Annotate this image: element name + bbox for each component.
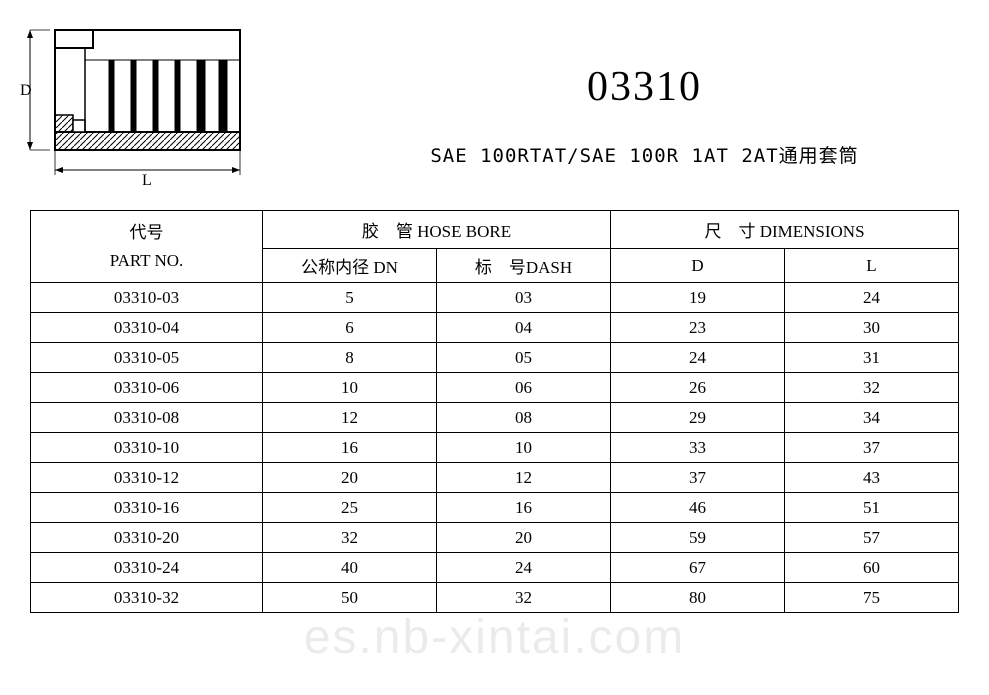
cell-d: 29 [611, 403, 785, 433]
col-l: L [785, 249, 959, 283]
cell-dn: 5 [263, 283, 437, 313]
cell-l: 57 [785, 523, 959, 553]
table-row: 03310-035031924 [31, 283, 959, 313]
table-row: 03310-046042330 [31, 313, 959, 343]
cell-dn: 40 [263, 553, 437, 583]
cell-l: 37 [785, 433, 959, 463]
cell-dash: 32 [437, 583, 611, 613]
cell-dn: 20 [263, 463, 437, 493]
engineering-diagram: D [0, 0, 300, 210]
cell-dash: 06 [437, 373, 611, 403]
cell-d: 26 [611, 373, 785, 403]
table-row: 03310-1220123743 [31, 463, 959, 493]
cell-dn: 6 [263, 313, 437, 343]
cell-dn: 50 [263, 583, 437, 613]
cell-l: 34 [785, 403, 959, 433]
cell-l: 32 [785, 373, 959, 403]
table-row: 03310-3250328075 [31, 583, 959, 613]
cell-dn: 25 [263, 493, 437, 523]
cell-l: 60 [785, 553, 959, 583]
table-row: 03310-1625164651 [31, 493, 959, 523]
cell-dn: 10 [263, 373, 437, 403]
cell-dn: 8 [263, 343, 437, 373]
dim-d-label: D [20, 82, 32, 99]
cell-d: 19 [611, 283, 785, 313]
cell-part: 03310-08 [31, 403, 263, 433]
col-hose-bore: 胶 管 HOSE BORE [263, 211, 611, 249]
col-d: D [611, 249, 785, 283]
table-row: 03310-2032205957 [31, 523, 959, 553]
cell-dn: 16 [263, 433, 437, 463]
cell-dash: 03 [437, 283, 611, 313]
col-part-no: 代号 PART NO. [31, 211, 263, 283]
cell-part: 03310-04 [31, 313, 263, 343]
cell-dn: 12 [263, 403, 437, 433]
dim-l-label: L [142, 172, 152, 189]
cell-dash: 16 [437, 493, 611, 523]
cell-part: 03310-06 [31, 373, 263, 403]
col-dimensions: 尺 寸 DIMENSIONS [611, 211, 959, 249]
cell-d: 24 [611, 343, 785, 373]
cell-l: 30 [785, 313, 959, 343]
cell-d: 33 [611, 433, 785, 463]
cell-dash: 08 [437, 403, 611, 433]
dimensions-table: 代号 PART NO. 胶 管 HOSE BORE 尺 寸 DIMENSIONS… [30, 210, 959, 613]
cell-d: 37 [611, 463, 785, 493]
cell-l: 51 [785, 493, 959, 523]
cell-l: 31 [785, 343, 959, 373]
cell-part: 03310-20 [31, 523, 263, 553]
cell-dash: 10 [437, 433, 611, 463]
cell-part: 03310-10 [31, 433, 263, 463]
table-row: 03310-1016103337 [31, 433, 959, 463]
table-row: 03310-2440246760 [31, 553, 959, 583]
cell-part: 03310-32 [31, 583, 263, 613]
cell-dash: 12 [437, 463, 611, 493]
table-body: 03310-03503192403310-04604233003310-0580… [31, 283, 959, 613]
ferrule-cross-section: D [20, 20, 280, 190]
cell-l: 43 [785, 463, 959, 493]
cell-l: 24 [785, 283, 959, 313]
cell-dash: 24 [437, 553, 611, 583]
cell-dash: 05 [437, 343, 611, 373]
part-number-title: 03310 [587, 63, 702, 111]
cell-d: 67 [611, 553, 785, 583]
cell-part: 03310-05 [31, 343, 263, 373]
cell-dash: 04 [437, 313, 611, 343]
cell-d: 80 [611, 583, 785, 613]
cell-d: 59 [611, 523, 785, 553]
watermark: es.nb-xintai.com [304, 610, 685, 665]
table-row: 03310-0610062632 [31, 373, 959, 403]
cell-part: 03310-12 [31, 463, 263, 493]
cell-d: 46 [611, 493, 785, 523]
cell-part: 03310-03 [31, 283, 263, 313]
table-row: 03310-058052431 [31, 343, 959, 373]
cell-d: 23 [611, 313, 785, 343]
cell-l: 75 [785, 583, 959, 613]
cell-part: 03310-24 [31, 553, 263, 583]
col-dash: 标 号DASH [437, 249, 611, 283]
col-dn: 公称内径 DN [263, 249, 437, 283]
cell-dash: 20 [437, 523, 611, 553]
cell-part: 03310-16 [31, 493, 263, 523]
part-subtitle: SAE 100RTAT/SAE 100R 1AT 2AT通用套筒 [430, 141, 858, 168]
table-row: 03310-0812082934 [31, 403, 959, 433]
cell-dn: 32 [263, 523, 437, 553]
